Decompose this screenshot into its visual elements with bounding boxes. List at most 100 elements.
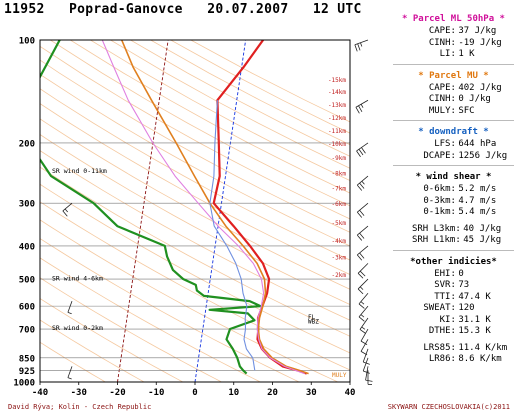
wind-barb-flag xyxy=(358,149,364,156)
wind-barb-flag xyxy=(357,288,364,295)
height-label: -12km xyxy=(328,115,346,122)
wind-barb xyxy=(360,328,369,342)
sr-wind-label: SR wind 4-6km xyxy=(52,275,103,283)
temp-tick-label: 10 xyxy=(228,388,239,398)
annotations: SR wind 0-11km SR wind 4-6km SR wind 0-2km… xyxy=(52,167,347,379)
footer-credit: David Rýva; Kolín - Czech Republic xyxy=(8,403,152,411)
temp-tick-label: 20 xyxy=(267,388,278,398)
svr-row: SVR: 73 xyxy=(434,280,470,290)
wind-barb-flag xyxy=(360,340,368,345)
height-label: -4km xyxy=(332,238,347,245)
wind-barb xyxy=(357,263,369,274)
wind-barb-flag xyxy=(357,273,364,279)
series-dewpoint xyxy=(40,40,262,375)
dry-adiabat xyxy=(40,88,350,261)
srh3-row: SRH L3km: 40 J/kg xyxy=(411,223,502,234)
station-id: 11952 xyxy=(4,2,45,17)
dry-adiabat xyxy=(50,40,350,207)
page-title: 11952 Poprad-Ganovce 20.07.2007 12 UTC xyxy=(4,2,362,17)
dry-adiabat xyxy=(40,103,350,275)
divider xyxy=(393,120,514,121)
wind-shear-rows: 0-6km: 5.2 m/s 0-3km: 4.7 m/s 0-1km: 5.4 m/… xyxy=(393,184,514,247)
sounding-date: 20.07.2007 xyxy=(207,2,289,17)
pressure-tick-label: 100 xyxy=(19,37,35,47)
temp-tick-label: 0 xyxy=(192,388,197,398)
dry-adiabat xyxy=(90,40,350,181)
sr-wind-barb xyxy=(67,300,73,313)
wind-barb-flag xyxy=(358,303,365,309)
wind-barb xyxy=(355,99,369,108)
pressure-tick-label: 400 xyxy=(19,242,35,252)
wind-barb xyxy=(357,175,369,186)
dry-adiabat xyxy=(40,183,350,354)
divider xyxy=(393,165,514,166)
wind-barb-flag xyxy=(359,286,364,290)
sounding-time: 12 UTC xyxy=(312,2,362,17)
wind-barb xyxy=(358,292,369,305)
parcel-ml-title: * Parcel ML 50hPa * xyxy=(402,14,505,24)
wind-barb xyxy=(354,39,369,46)
height-label: -10km xyxy=(328,141,346,148)
tti-row: TTI: 47.4 K xyxy=(434,291,491,302)
wind-barb-flag xyxy=(355,107,360,114)
wind-barb-flag xyxy=(361,326,366,330)
pressure-tick-label: 1000 xyxy=(13,379,35,389)
temp-tick-label: -10 xyxy=(148,388,164,398)
wind-barb-flag xyxy=(356,211,363,218)
dthe-row: DTHE: 15.3 K xyxy=(428,326,491,336)
pressure-tick-label: 925 xyxy=(19,367,35,377)
level-marker-muly: MULY xyxy=(332,372,347,379)
pressure-tick-label: 500 xyxy=(19,276,35,286)
dry-adiabat xyxy=(40,150,350,321)
wind-barb-flag xyxy=(359,270,366,277)
dry-adiabat xyxy=(40,134,350,305)
sweat-row: SWEAT: 120 xyxy=(423,303,475,313)
wind-barb xyxy=(357,278,369,290)
wind-barb-flag xyxy=(356,234,363,241)
height-label: -9km xyxy=(332,155,347,162)
wind-shear-title: * wind shear * xyxy=(415,172,492,182)
sr-wind-label: SR wind 0-11km xyxy=(52,167,107,175)
profiles xyxy=(40,40,309,375)
lrs85-row: LRS85: 11.4 K/km xyxy=(423,342,508,353)
dry-adiabat xyxy=(40,59,350,233)
height-label: -6km xyxy=(332,201,347,208)
wind-barb-flag xyxy=(358,105,363,112)
srh1-row: SRH L1km: 45 J/kg xyxy=(411,235,502,245)
pressure-tick-label: 850 xyxy=(19,354,35,364)
wind-barb-flag xyxy=(361,180,365,185)
wind-barb xyxy=(357,225,369,236)
sr-wind-barb-flag xyxy=(64,208,68,213)
wind-barb xyxy=(359,317,369,330)
wind-barb xyxy=(357,202,369,213)
shear-06-row: 0-6km: 5.2 m/s xyxy=(423,184,497,194)
wind-barb xyxy=(365,366,369,381)
shear-03-row: 0-3km: 4.7 m/s xyxy=(423,195,497,206)
lfs-row: LFS: 644 hPa xyxy=(434,139,497,149)
sr-wind-barb-flag xyxy=(62,210,68,217)
height-label: -7km xyxy=(332,186,347,193)
wind-barb-flag xyxy=(358,316,365,322)
wind-barb-flag xyxy=(363,370,370,374)
mu-cape-row: CAPE: 402 J/kg xyxy=(428,82,502,93)
mu-muly-row: MULY: SFC xyxy=(428,105,475,116)
temp-tick-label: 30 xyxy=(306,388,317,398)
parcel-mu-title: * Parcel MU * xyxy=(418,70,489,81)
wind-barb-flag xyxy=(356,254,363,261)
dry-adiabat xyxy=(40,73,350,247)
sr-wind-barb-flag xyxy=(67,377,72,380)
wind-barb-flag xyxy=(356,150,361,157)
wind-barb-flag xyxy=(357,43,361,51)
height-label: -2km xyxy=(332,272,347,279)
ml-cape-row: CAPE: 37 J/kg xyxy=(428,26,497,36)
wind-barb xyxy=(356,142,369,152)
wind-barb-flag xyxy=(359,209,365,216)
wind-barbs xyxy=(62,39,373,385)
temp-tick-label: -20 xyxy=(109,388,125,398)
other-indices-rows: EHI: 0 SVR: 73 TTI: 47.4 K SWEAT: 120 KI: 31.… xyxy=(393,269,514,366)
pressure-tick-label: 600 xyxy=(19,303,35,313)
height-label: -3km xyxy=(332,255,347,262)
divider xyxy=(393,63,514,65)
